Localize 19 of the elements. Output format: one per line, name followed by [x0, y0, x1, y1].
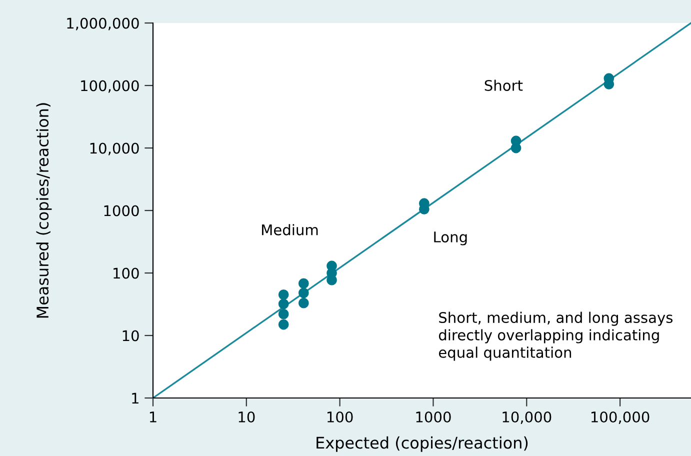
y-axis-title: Measured (copies/reaction) — [36, 103, 52, 318]
y-tick-label: 1 — [132, 392, 138, 404]
y-tick-label: 10,000 — [90, 142, 139, 156]
y-tick-label: 100 — [114, 268, 139, 279]
x-tick-label: 100,000 — [591, 411, 650, 424]
y-tick-label: 10 — [122, 330, 139, 342]
annotation: Short — [484, 80, 523, 91]
annotation: Short, medium, and long assays directly overlapping indicating equal quantitation — [438, 312, 673, 361]
y-tick-label: 1000 — [104, 205, 139, 216]
x-tick-label: 10,000 — [502, 411, 552, 424]
x-axis-title: Expected (copies/reaction) — [316, 436, 528, 452]
y-tick-label: 100,000 — [81, 80, 139, 93]
x-tick-label: 10 — [238, 411, 255, 422]
x-tick-label: 1000 — [416, 411, 451, 422]
y-tick-label: 1,000,000 — [67, 18, 139, 30]
x-tick-label: 1 — [150, 412, 156, 422]
annotation: Long — [434, 232, 467, 246]
x-tick-label: 100 — [328, 411, 353, 422]
annotation: Medium — [262, 224, 318, 236]
